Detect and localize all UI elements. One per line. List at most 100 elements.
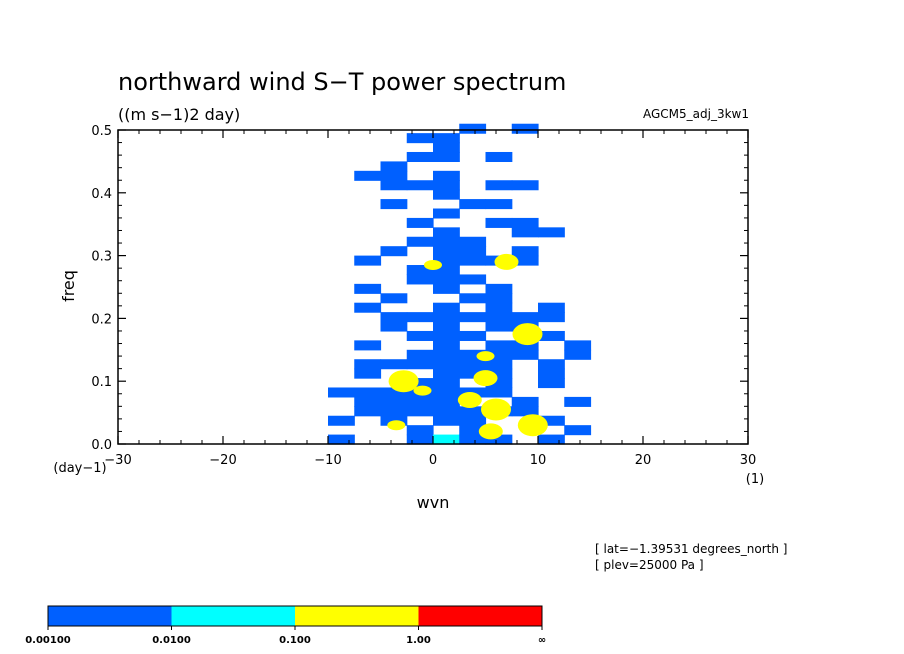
spectrum-cell [511, 180, 539, 191]
high-power-region [457, 392, 482, 408]
spectrum-cell [380, 387, 408, 398]
spectrum-cell [433, 180, 460, 191]
spectrum-cell [433, 378, 460, 389]
spectrum-cell [354, 368, 382, 379]
spectrum-cell [459, 274, 487, 285]
colorbar-label: 0.0100 [152, 635, 191, 646]
chart-title: northward wind S−T power spectrum [118, 68, 566, 96]
spectrum-cell [354, 255, 382, 266]
colorbar-segment [418, 606, 542, 626]
spectrum-cell [511, 227, 539, 238]
y-tick-label: 0.4 [91, 187, 112, 202]
x-tick-label: 20 [635, 453, 652, 468]
spectrum-cell [406, 434, 434, 445]
spectrum-cell [433, 151, 460, 162]
spectrum-cell [433, 340, 460, 351]
spectrum-cell [538, 227, 565, 238]
spectrum-cell [485, 293, 513, 304]
pressure-level-info: [ plev=25000 Pa ] [595, 558, 704, 572]
colorbar-label: 0.100 [279, 635, 311, 646]
spectrum-cell [433, 415, 460, 426]
spectrum-cell [433, 208, 460, 219]
spectrum-cell [433, 396, 460, 407]
spectrum-cell [485, 378, 513, 389]
spectrum-cell [406, 180, 434, 191]
spectrum-cell [459, 293, 487, 304]
spectrum-cell [433, 246, 460, 257]
spectrum-cell [433, 255, 460, 266]
spectrum-cell [406, 236, 434, 247]
spectrum-cell [564, 396, 592, 407]
spectrum-cell [354, 302, 382, 313]
model-label: AGCM5_adj_3kw1 [643, 107, 749, 121]
high-power-region [476, 351, 495, 362]
spectrum-cell [433, 265, 460, 276]
y-tick-label: 0.2 [91, 312, 112, 327]
spectrum-cell [433, 359, 460, 370]
spectrum-cell [433, 274, 460, 285]
colorbar: 0.00100 0.0100 0.100 1.00 ∞ [25, 605, 546, 646]
spectrum-cell [406, 359, 434, 370]
spectrum-cell [406, 312, 434, 323]
spectrum-cell [459, 406, 487, 417]
spectrum-cell [433, 349, 460, 360]
spectrum-cell [564, 340, 592, 351]
spectrum-cell [485, 321, 513, 332]
plot-area [328, 123, 592, 445]
spectrum-cell [459, 199, 487, 210]
spectrum-cell [459, 236, 487, 247]
spectrum-cell [459, 359, 487, 370]
spectrum-cell [459, 349, 487, 360]
units-label: ((m s−1)2 day) [118, 105, 240, 124]
spectrum-cell [406, 265, 434, 276]
high-power-region [413, 385, 432, 396]
spectrum-cell [485, 359, 513, 370]
spectrum-cell [380, 406, 408, 417]
spectrum-cell [406, 349, 434, 360]
spectrum-cell [485, 199, 513, 210]
spectrum-cell [433, 227, 460, 238]
spectrum-cell [433, 189, 460, 200]
x-tick-label: 30 [740, 453, 757, 468]
high-power-region [512, 323, 543, 346]
spectrum-cell [485, 312, 513, 323]
spectrum-cell [459, 330, 487, 341]
spectrum-cell [485, 434, 513, 445]
spectrum-cell [538, 434, 565, 445]
spectrum-cell [459, 425, 487, 436]
spectrum-cell [433, 387, 460, 398]
spectrum-cell [459, 255, 487, 266]
y-tick-label: 0.5 [91, 124, 112, 139]
x-unit-label: (1) [746, 472, 764, 487]
spectrum-cell [511, 312, 539, 323]
spectrum-cell [406, 330, 434, 341]
spectrum-cell [380, 321, 408, 332]
spectrum-cell [406, 396, 434, 407]
spectrum-cell [406, 378, 434, 389]
spectrum-cell [406, 217, 434, 228]
spectrum-cell [511, 246, 539, 257]
spectrum-cell [380, 161, 408, 172]
x-tick-label: −30 [104, 453, 131, 468]
axes: −30 −20 −10 0 10 20 30 0.0 0.1 0.2 0.3 0.4 0.5 [91, 124, 756, 468]
spectrum-cell [380, 312, 408, 323]
spectrum-cell [485, 180, 513, 191]
high-power-region [494, 253, 519, 270]
spectrum-cell [433, 302, 460, 313]
colorbar-label: ∞ [538, 635, 546, 646]
spectrum-cell [433, 170, 460, 181]
spectrum-cell [459, 246, 487, 257]
high-power-region [424, 260, 442, 270]
spectrum-cell [433, 406, 460, 417]
spectrum-cell [380, 170, 408, 181]
high-power-region [387, 420, 406, 431]
spectrum-cell [538, 330, 565, 341]
high-power-region [481, 398, 511, 421]
spectrum-cell [380, 199, 408, 210]
spectrum-cell [328, 434, 355, 445]
spectrum-cell [433, 368, 460, 379]
spectrum-cell [485, 349, 513, 360]
spectrum-cell [485, 387, 513, 398]
spectrum-cell [511, 217, 539, 228]
y-tick-label: 0.1 [91, 375, 112, 390]
